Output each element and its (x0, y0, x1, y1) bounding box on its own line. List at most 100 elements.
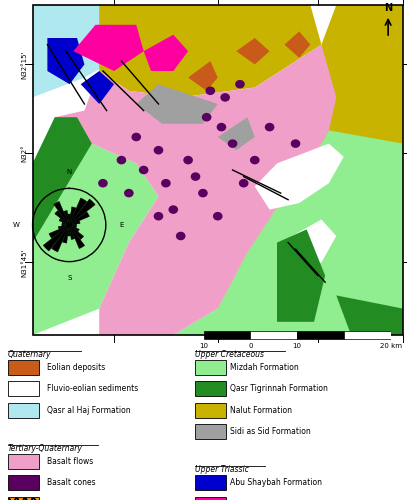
Circle shape (176, 232, 186, 240)
Bar (64, 210, 69, 225)
Bar (8, 402, 39, 417)
Polygon shape (33, 117, 92, 242)
Circle shape (191, 172, 200, 181)
Text: Nalut Formation: Nalut Formation (230, 406, 292, 414)
Bar (58, 225, 69, 229)
Bar (195, 475, 226, 490)
Polygon shape (99, 5, 322, 98)
Text: Tertiary-Quaternary: Tertiary-Quaternary (8, 444, 83, 453)
Text: Sidi as Sid Formation: Sidi as Sid Formation (230, 427, 311, 436)
Bar (8, 454, 39, 468)
Polygon shape (173, 130, 403, 335)
Circle shape (291, 140, 300, 148)
Bar (69, 225, 74, 240)
Polygon shape (55, 44, 336, 335)
Text: N32°15': N32°15' (21, 50, 27, 78)
Text: Eolian deposits: Eolian deposits (47, 362, 105, 372)
Text: 20 km: 20 km (380, 343, 402, 349)
Text: 10: 10 (199, 343, 208, 349)
Bar (344, 331, 391, 339)
Bar (62, 222, 69, 225)
Text: Upper Triassic: Upper Triassic (195, 466, 249, 474)
Text: Basalt cones: Basalt cones (47, 478, 95, 487)
Text: Upper Cretaceous: Upper Cretaceous (195, 350, 265, 359)
Circle shape (168, 206, 178, 214)
Bar (69, 198, 87, 225)
Bar (69, 225, 85, 248)
Bar (195, 424, 226, 439)
Bar (195, 496, 226, 500)
Polygon shape (277, 230, 325, 322)
Text: N: N (384, 3, 392, 13)
Polygon shape (218, 5, 403, 335)
Polygon shape (47, 38, 84, 84)
Polygon shape (336, 296, 403, 335)
Bar (69, 207, 76, 225)
Circle shape (139, 166, 149, 174)
Polygon shape (255, 144, 344, 210)
Circle shape (154, 212, 163, 220)
Circle shape (235, 80, 245, 88)
Polygon shape (218, 117, 255, 150)
Circle shape (213, 212, 223, 220)
Bar (8, 381, 39, 396)
Bar (52, 225, 69, 252)
Bar (250, 331, 297, 339)
Bar (69, 212, 90, 225)
Text: Fluvio-eolian sediments: Fluvio-eolian sediments (47, 384, 138, 393)
Bar (62, 225, 69, 243)
Bar (69, 225, 83, 240)
Bar (69, 221, 80, 225)
Circle shape (206, 86, 215, 95)
Circle shape (154, 146, 163, 154)
Polygon shape (33, 5, 125, 98)
Bar (8, 496, 39, 500)
Text: 0: 0 (248, 343, 253, 349)
Circle shape (198, 189, 208, 198)
Bar (195, 360, 226, 374)
Circle shape (183, 156, 193, 164)
Polygon shape (284, 32, 311, 58)
Polygon shape (236, 38, 269, 64)
Bar (43, 225, 69, 251)
Text: Qasr Tigrinnah Formation: Qasr Tigrinnah Formation (230, 384, 328, 393)
Circle shape (124, 189, 133, 198)
Bar (49, 225, 69, 238)
Text: Basalt flows: Basalt flows (47, 456, 93, 466)
Text: Quaternary: Quaternary (8, 350, 52, 359)
Bar (69, 224, 77, 226)
Bar (62, 224, 69, 226)
Polygon shape (292, 220, 336, 269)
Bar (54, 202, 69, 225)
Circle shape (98, 179, 108, 188)
Bar (68, 225, 70, 236)
Bar (69, 225, 79, 232)
Bar (195, 381, 226, 396)
Circle shape (228, 140, 237, 148)
Polygon shape (144, 34, 188, 71)
Text: N31°45': N31°45' (21, 248, 27, 276)
Circle shape (220, 93, 230, 102)
Bar (59, 218, 69, 225)
Polygon shape (188, 61, 218, 91)
Text: Qasr al Haj Formation: Qasr al Haj Formation (47, 406, 130, 414)
Polygon shape (73, 25, 144, 71)
Bar (55, 210, 69, 225)
Circle shape (161, 179, 171, 188)
Bar (297, 331, 344, 339)
Text: Abu Shaybah Formation: Abu Shaybah Formation (230, 478, 322, 487)
Bar (195, 402, 226, 417)
Polygon shape (33, 144, 158, 335)
Circle shape (217, 123, 226, 132)
Circle shape (117, 156, 126, 164)
Circle shape (131, 132, 141, 141)
Polygon shape (81, 71, 114, 104)
Circle shape (250, 156, 260, 164)
Polygon shape (136, 84, 218, 124)
Circle shape (202, 113, 212, 122)
Bar (68, 214, 70, 225)
Circle shape (239, 179, 249, 188)
Bar (8, 475, 39, 490)
Text: N32°: N32° (21, 144, 27, 162)
Text: Mizdah Formation: Mizdah Formation (230, 362, 299, 372)
